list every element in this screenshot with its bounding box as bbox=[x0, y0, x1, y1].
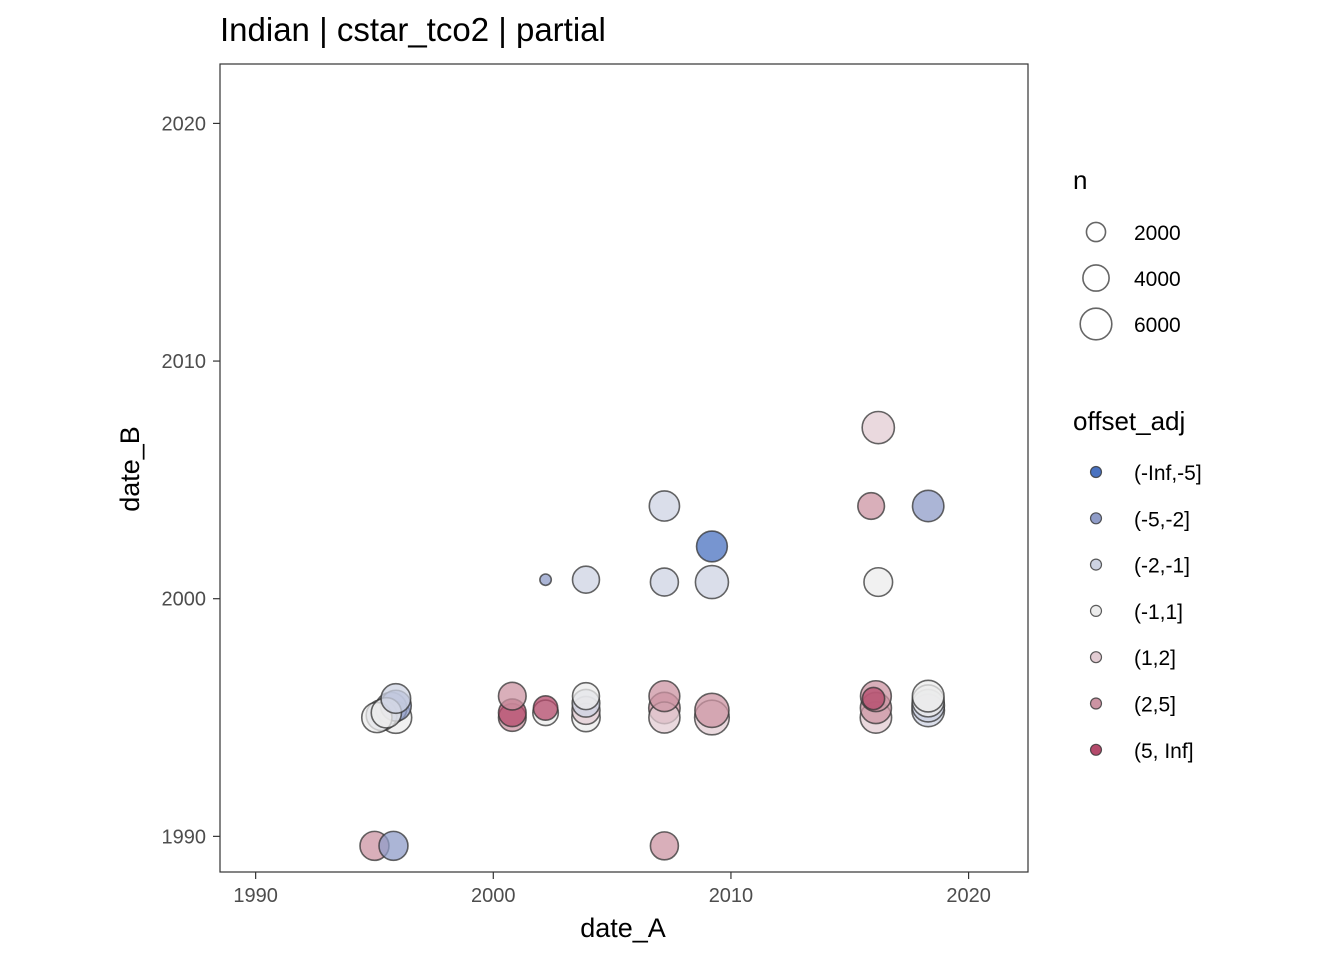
y-tick-label: 1990 bbox=[162, 826, 207, 848]
data-point bbox=[648, 679, 681, 713]
data-point bbox=[649, 831, 680, 861]
y-tick-label: 2010 bbox=[162, 351, 207, 373]
color-legend-label: (-1,1] bbox=[1134, 601, 1183, 624]
color-legend-key bbox=[1089, 697, 1103, 710]
data-point bbox=[861, 686, 886, 711]
x-axis-title: date_A bbox=[580, 913, 666, 943]
plot-panel-border bbox=[219, 63, 1029, 873]
data-point bbox=[571, 565, 601, 594]
color-legend-label: (5, Inf] bbox=[1134, 740, 1194, 763]
color-legend-key bbox=[1089, 604, 1103, 618]
data-point bbox=[571, 681, 601, 711]
size-legend-key bbox=[1085, 221, 1107, 243]
chart-title: Indian | cstar_tco2 | partial bbox=[220, 11, 606, 48]
data-point bbox=[497, 681, 527, 711]
x-tick-label: 1990 bbox=[233, 885, 278, 907]
size-legend: n 2000 4000 6000 bbox=[1073, 165, 1181, 341]
size-legend-key bbox=[1079, 307, 1113, 341]
plot-area bbox=[219, 63, 1029, 873]
size-legend-label: 2000 bbox=[1134, 222, 1181, 245]
y-axis-title: date_B bbox=[115, 426, 145, 512]
data-point bbox=[649, 567, 680, 597]
y-tick-label: 2000 bbox=[162, 589, 207, 611]
size-legend-title: n bbox=[1073, 165, 1087, 195]
data-point bbox=[863, 566, 894, 598]
color-legend-label: (1,2] bbox=[1134, 647, 1176, 670]
color-legend-label: (2,5] bbox=[1134, 694, 1176, 717]
data-point bbox=[380, 682, 412, 715]
y-tick-label: 2020 bbox=[162, 113, 207, 135]
color-legend-key bbox=[1089, 651, 1103, 664]
points-layer bbox=[359, 410, 946, 862]
size-legend-key bbox=[1082, 264, 1110, 292]
color-legend-key bbox=[1089, 465, 1103, 479]
axes: 1990 2000 2010 2020 1990 2000 2010 2020 bbox=[162, 113, 991, 907]
data-point bbox=[378, 830, 409, 862]
data-point bbox=[861, 410, 896, 445]
data-point bbox=[911, 489, 945, 523]
data-point bbox=[539, 573, 553, 587]
x-tick-label: 2010 bbox=[709, 885, 754, 907]
color-legend-label: (-Inf,-5] bbox=[1134, 462, 1202, 485]
data-point bbox=[857, 491, 886, 521]
color-legend-key bbox=[1089, 558, 1103, 571]
data-point bbox=[694, 564, 730, 600]
color-legend-title: offset_adj bbox=[1073, 406, 1185, 436]
data-point bbox=[532, 695, 559, 721]
x-tick-label: 2000 bbox=[471, 885, 516, 907]
color-legend-label: (-2,-1] bbox=[1134, 555, 1190, 578]
color-legend-label: (-5,-2] bbox=[1134, 508, 1190, 531]
size-legend-label: 4000 bbox=[1134, 268, 1181, 291]
data-point bbox=[911, 679, 945, 713]
color-legend-key bbox=[1089, 512, 1103, 525]
data-point bbox=[695, 530, 729, 563]
data-point bbox=[648, 490, 681, 522]
size-legend-label: 6000 bbox=[1134, 314, 1181, 337]
color-legend: offset_adj (-Inf,-5] (-5,-2] (-2,-1] (-1,1]… bbox=[1073, 406, 1202, 763]
plot-panel bbox=[220, 64, 1028, 872]
color-legend-key bbox=[1089, 743, 1103, 756]
x-tick-label: 2020 bbox=[946, 885, 991, 907]
data-point bbox=[694, 692, 730, 729]
